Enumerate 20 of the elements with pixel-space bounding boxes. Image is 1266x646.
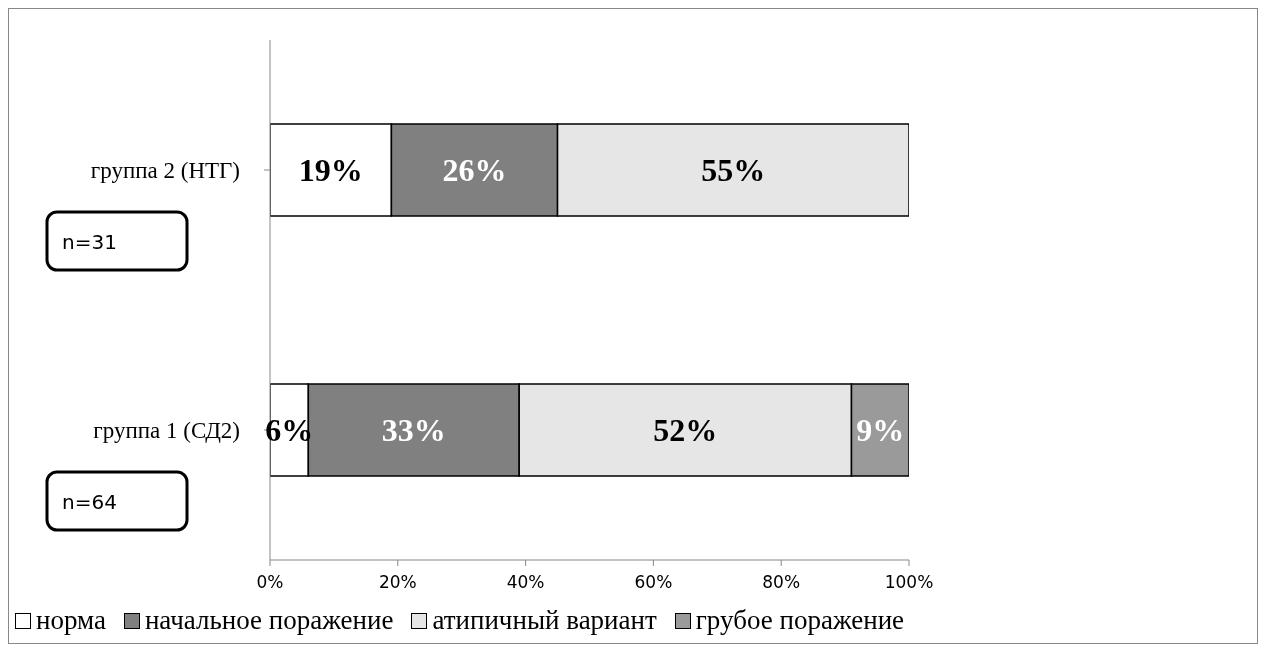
legend-label: грубое поражение [695,605,905,636]
data-label: 52% [653,412,718,449]
x-tick-label: 100% [884,572,934,593]
legend-label: начальное поражение [144,605,394,636]
x-tick-label: 60% [634,572,673,593]
x-tick-label: 20% [378,572,417,593]
data-label: 19% [298,152,363,189]
x-tick-label: 80% [762,572,801,593]
text: n=31 [62,230,117,254]
data-label: 33% [381,412,446,449]
legend-label: норма [35,605,106,636]
data-label: 55% [701,152,766,189]
y-tick-label: группа 2 (НТГ) [90,158,240,183]
y-tick-label: группа 1 (СД2) [93,418,240,443]
x-tick-label: 40% [506,572,545,593]
x-tick-label: 0% [256,572,284,593]
data-label: 26% [442,152,507,189]
text: n=64 [62,490,117,514]
legend-label: атипичный вариант [432,605,657,636]
data-label: 9% [856,412,905,449]
